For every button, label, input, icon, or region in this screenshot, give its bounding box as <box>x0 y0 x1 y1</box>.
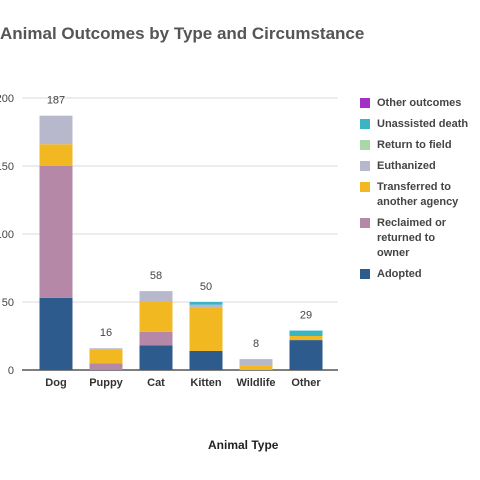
legend-item: Adopted <box>360 267 480 282</box>
bar-segment-transferred-to-another-agency <box>139 302 173 332</box>
bar-segment-reclaimed-or-returned-to-owner <box>89 363 123 370</box>
y-tick-label: 150 <box>0 161 14 173</box>
x-tick-label: Cat <box>147 377 165 389</box>
bar-segment-adopted <box>189 350 223 370</box>
legend-item: Unassisted death <box>360 117 480 132</box>
bar-total-label: 50 <box>200 281 212 293</box>
legend-swatch <box>360 182 370 192</box>
x-tick-label: Puppy <box>89 377 123 389</box>
x-axis-title: Animal Type <box>208 438 279 452</box>
legend-swatch <box>360 218 370 228</box>
bar-segment-transferred-to-another-agency <box>39 144 73 166</box>
legend: Other outcomes Unassisted death Return to … <box>360 96 480 288</box>
bar-segment-reclaimed-or-returned-to-owner <box>139 331 173 346</box>
legend-label: Return to field <box>377 139 452 151</box>
bar-segment-adopted <box>289 340 323 370</box>
bar-segment-euthanized <box>189 304 223 308</box>
gridlines <box>22 97 338 371</box>
y-tick-label: 200 <box>0 93 14 105</box>
bar-segment-euthanized <box>139 291 173 302</box>
bar-segment-transferred-to-another-agency <box>189 307 223 351</box>
chart-title: Animal Outcomes by Type and Circumstance <box>0 24 365 43</box>
bar-segment-euthanized <box>39 115 73 145</box>
x-tick-label: Other <box>291 377 321 389</box>
x-tick-label: Kitten <box>190 377 221 389</box>
legend-label: Transferred to another agency <box>377 181 459 208</box>
legend-label: Unassisted death <box>377 118 469 130</box>
bar-segment-euthanized <box>89 348 123 350</box>
bar-total-label: 58 <box>150 270 162 282</box>
bar-total-label: 16 <box>100 327 112 339</box>
bar-segment-euthanized <box>239 359 273 366</box>
legend-swatch <box>360 119 370 129</box>
legend-swatch <box>360 140 370 150</box>
y-tick-label: 50 <box>2 297 14 309</box>
y-axis: 0 50 100 150 200 <box>0 93 14 377</box>
y-tick-label: 0 <box>8 365 14 377</box>
legend-item: Euthanized <box>360 159 480 174</box>
y-tick-label: 100 <box>0 229 14 241</box>
bar-segment-transferred-to-another-agency <box>289 336 323 341</box>
bar-segment-reclaimed-or-returned-to-owner <box>39 166 73 298</box>
bar-segment-adopted <box>139 345 173 370</box>
x-tick-label: Wildlife <box>236 377 275 389</box>
legend-label: Adopted <box>377 268 422 280</box>
bar-segment-adopted <box>39 297 73 370</box>
bar-segment-unassisted-death <box>189 302 223 305</box>
bars <box>39 115 323 370</box>
legend-label: Euthanized <box>377 160 436 172</box>
legend-item: Reclaimed or returned to owner <box>360 216 480 261</box>
bar-total-label: 8 <box>253 338 259 350</box>
legend-item: Transferred to another agency <box>360 180 480 210</box>
total-labels: 187 16 58 50 8 29 <box>47 95 312 350</box>
x-axis: Dog Puppy Cat Kitten Wildlife Other <box>45 377 321 389</box>
legend-label: Other outcomes <box>377 97 462 109</box>
legend-item: Other outcomes <box>360 96 480 111</box>
legend-swatch <box>360 269 370 279</box>
legend-swatch <box>360 161 370 171</box>
bar-total-label: 187 <box>47 95 65 107</box>
bar-total-label: 29 <box>300 310 312 322</box>
legend-label: Reclaimed or returned to owner <box>377 217 447 259</box>
bar-segment-transferred-to-another-agency <box>89 349 123 364</box>
legend-item: Return to field <box>360 138 480 153</box>
bar-segment-unassisted-death <box>289 330 323 336</box>
x-tick-label: Dog <box>45 377 66 389</box>
legend-swatch <box>360 98 370 108</box>
bar-segment-transferred-to-another-agency <box>239 365 273 370</box>
